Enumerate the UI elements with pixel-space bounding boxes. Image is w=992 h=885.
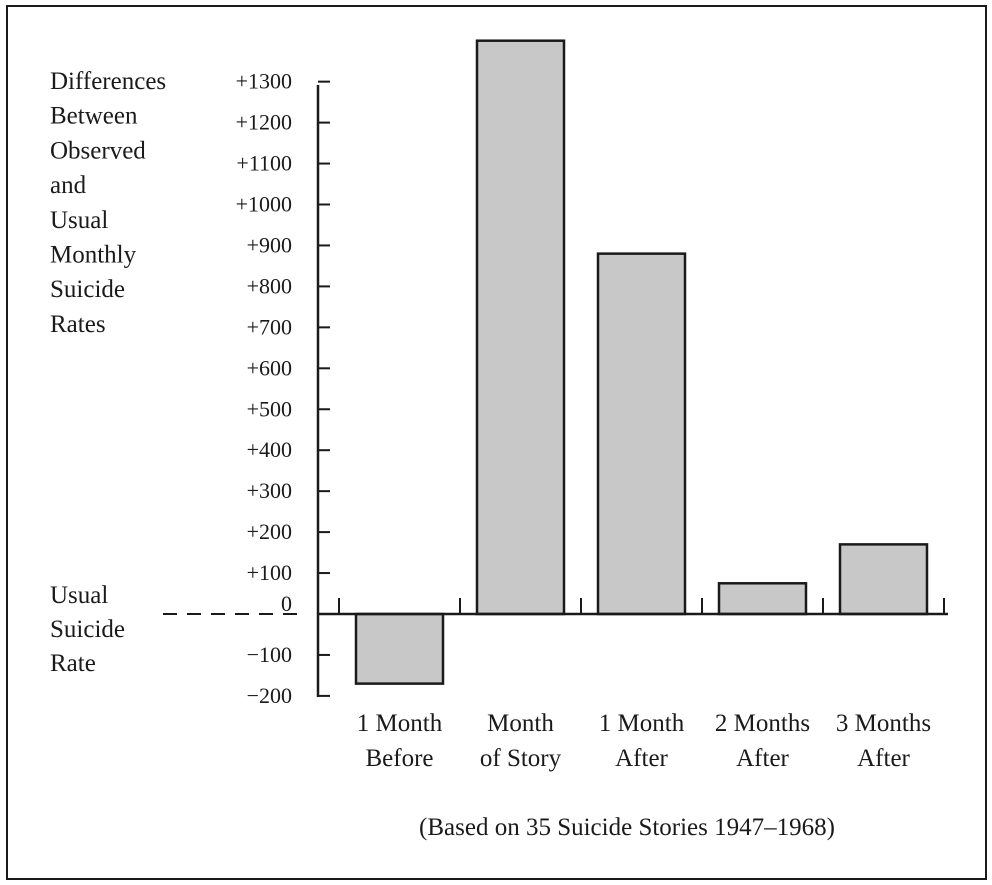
category-label: 1 Month <box>357 710 443 737</box>
bar-chart: Differences Between Observed and Usual Monthl… <box>50 39 948 841</box>
baseline-label-line: Suicide <box>50 616 125 643</box>
category-label: 3 Months <box>836 710 931 737</box>
bar <box>838 543 929 616</box>
y-tick-label: +600 <box>247 355 292 380</box>
category-label: Before <box>365 745 433 772</box>
y-tick-label: +200 <box>247 519 292 544</box>
y-axis-ticks: +1300+1200+1100+1000+900+800+700+600+500… <box>236 69 330 708</box>
category-label: After <box>736 745 789 772</box>
y-axis-title-line: Between <box>50 103 138 130</box>
bar <box>475 39 566 616</box>
chart-frame: Differences Between Observed and Usual Monthl… <box>6 5 987 880</box>
y-tick-label: +900 <box>247 232 292 257</box>
y-tick-label: +100 <box>247 560 292 585</box>
y-tick-label: +1200 <box>236 110 292 135</box>
bars <box>354 39 929 685</box>
y-tick-label: 0 <box>281 591 292 616</box>
y-axis-title-line: Usual <box>50 207 108 234</box>
x-axis-ticks <box>338 598 945 614</box>
y-axis-title-line: Observed <box>50 137 146 164</box>
y-tick-label: +500 <box>247 396 292 421</box>
y-axis-title-line: and <box>50 172 87 199</box>
y-tick-label: −200 <box>247 683 292 708</box>
y-tick-label: +300 <box>247 478 292 503</box>
y-axis-title-line: Suicide <box>50 276 125 303</box>
category-label: 2 Months <box>715 710 810 737</box>
y-axis-title-line: Rates <box>50 311 106 338</box>
category-label: After <box>857 745 910 772</box>
y-axis-title-line: Monthly <box>50 242 137 269</box>
y-tick-label: −100 <box>247 642 292 667</box>
y-tick-label: +1100 <box>236 151 292 176</box>
y-tick-label: +400 <box>247 437 292 462</box>
bar <box>354 612 445 685</box>
y-axis-title: Differences Between Observed and Usual Monthl… <box>50 68 166 338</box>
y-tick-label: +1300 <box>236 69 292 94</box>
category-labels: 1 Month Before Month of Story 1 Month After 2 … <box>357 710 931 772</box>
baseline-label-line: Rate <box>50 650 96 677</box>
y-tick-label: +800 <box>247 273 292 298</box>
y-axis-title-line: Differences <box>50 68 166 95</box>
y-tick-label: +700 <box>247 314 292 339</box>
category-label: 1 Month <box>599 710 685 737</box>
baseline-label-line: Usual <box>50 582 108 609</box>
bar <box>596 252 687 616</box>
category-label: Month <box>487 710 554 737</box>
footnote: (Based on 35 Suicide Stories 1947–1968) <box>419 814 835 841</box>
category-label: After <box>615 745 668 772</box>
baseline-label: Usual Suicide Rate <box>50 582 125 677</box>
bar <box>717 582 808 616</box>
y-tick-label: +1000 <box>236 192 292 217</box>
category-label: of Story <box>480 745 562 772</box>
